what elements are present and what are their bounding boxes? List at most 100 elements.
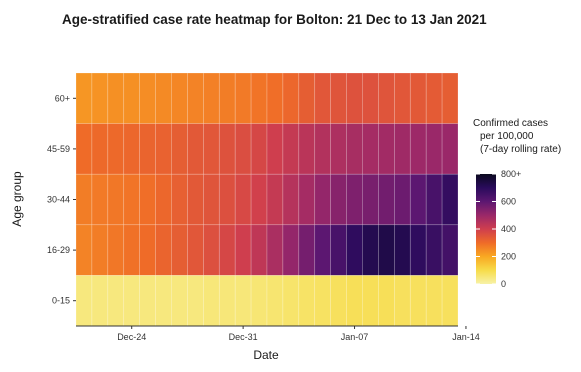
heatmap-cell — [314, 72, 331, 124]
x-tick-label: Dec-24 — [117, 332, 146, 342]
heatmap-cell — [425, 275, 443, 327]
heatmap-cell — [362, 275, 379, 327]
heatmap-cell — [91, 173, 109, 226]
heatmap-cell — [203, 173, 220, 226]
heatmap-cell — [425, 123, 443, 175]
heatmap-cell — [123, 173, 140, 226]
heatmap-cell — [218, 275, 236, 327]
heatmap-cell — [250, 173, 268, 226]
heatmap-cell — [362, 123, 379, 175]
heatmap-cell — [330, 123, 347, 175]
heatmap-cell — [91, 72, 109, 124]
heatmap-cell — [187, 275, 204, 327]
heatmap-cell — [409, 224, 427, 276]
y-tick-label: 0-15 — [52, 296, 70, 306]
heatmap-cell — [394, 173, 411, 226]
heatmap-cell — [250, 72, 268, 124]
heatmap-cell — [171, 123, 188, 175]
heatmap-cell — [139, 173, 156, 226]
heatmap-cell — [346, 275, 363, 327]
legend-ticks: 0 200 400 600 800+ — [476, 169, 521, 289]
y-tick-label: 30-44 — [47, 195, 70, 205]
heatmap-cell — [378, 224, 395, 276]
heatmap-cell — [203, 72, 220, 124]
heatmap-cell — [234, 173, 252, 226]
heatmap-cell — [123, 123, 140, 175]
heatmap-cell — [330, 275, 347, 327]
heatmap-cell — [123, 224, 140, 276]
heatmap-cell — [298, 173, 316, 226]
heatmap-cell — [250, 123, 268, 175]
heatmap-cell — [409, 123, 427, 175]
heatmap-cell — [203, 123, 220, 175]
heatmap-cell — [394, 123, 411, 175]
x-axis-title: Date — [253, 348, 279, 362]
heatmap-cell — [298, 224, 316, 276]
heatmap-cell — [330, 72, 347, 124]
x-tick-label: Jan-07 — [341, 332, 369, 342]
heatmap-cell — [187, 123, 204, 175]
heatmap-cell — [203, 275, 220, 327]
heatmap-cell — [266, 275, 284, 327]
color-legend: Confirmed cases per 100,000 (7-day rolli… — [473, 118, 561, 289]
heatmap-cell — [139, 72, 156, 124]
heatmap-cell — [282, 72, 300, 124]
heatmap-cell — [75, 123, 93, 175]
heatmap-cell — [123, 72, 140, 124]
heatmap-cell — [139, 123, 156, 175]
heatmap-cell — [187, 72, 204, 124]
heatmap-cell — [394, 224, 411, 276]
heatmap-cell — [346, 173, 363, 226]
heatmap-cell — [139, 224, 156, 276]
heatmap-cell — [155, 224, 172, 276]
heatmap-cell — [234, 275, 252, 327]
heatmap-cell — [107, 123, 125, 175]
heatmap-cell — [441, 275, 459, 327]
heatmap-cell — [394, 72, 411, 124]
heatmap-cell — [266, 224, 284, 276]
heatmap-cell — [282, 224, 300, 276]
heatmap-cell — [234, 72, 252, 124]
heatmap-cell — [314, 173, 331, 226]
heatmap-cell — [346, 224, 363, 276]
heatmap-cell — [218, 224, 236, 276]
y-tick-label: 45-59 — [47, 144, 70, 154]
heatmap-cell — [282, 275, 300, 327]
legend-title-line-1: Confirmed cases — [473, 118, 548, 129]
heatmap-cell — [139, 275, 156, 327]
heatmap-cell — [171, 173, 188, 226]
y-tick-labels: 60+ 45-59 30-44 16-29 0-15 — [47, 93, 76, 306]
heatmap-cell — [75, 72, 93, 124]
heatmap-cell — [218, 173, 236, 226]
heatmap-cell — [362, 224, 379, 276]
legend-tick-label: 400 — [501, 224, 516, 234]
heatmap-cell — [378, 173, 395, 226]
heatmap-cell — [155, 123, 172, 175]
heatmap-cell — [314, 224, 331, 276]
y-tick-label: 16-29 — [47, 245, 70, 255]
heatmap-cell — [218, 72, 236, 124]
heatmap-cell — [107, 224, 125, 276]
legend-title-line-2: per 100,000 — [480, 131, 534, 142]
heatmap-cell — [107, 275, 125, 327]
heatmap-cell — [298, 275, 316, 327]
heatmap-cell — [314, 275, 331, 327]
heatmap-cell — [75, 275, 93, 327]
heatmap-cell — [107, 72, 125, 124]
heatmap-cell — [330, 173, 347, 226]
heatmap-cell — [346, 123, 363, 175]
heatmap-cell — [123, 275, 140, 327]
heatmap-cell — [394, 275, 411, 327]
heatmap-cell — [187, 224, 204, 276]
heatmap-cell — [409, 72, 427, 124]
heatmap-cell — [298, 123, 316, 175]
legend-tick-label: 200 — [501, 252, 516, 262]
heatmap-cell — [441, 173, 459, 226]
heatmap-cell — [107, 173, 125, 226]
heatmap-cell — [362, 72, 379, 124]
heatmap-cell — [441, 123, 459, 175]
legend-title-line-3: (7-day rolling rate) — [480, 144, 561, 155]
heatmap-cell — [250, 224, 268, 276]
heatmap-cell — [234, 123, 252, 175]
heatmap-cell — [91, 275, 109, 327]
